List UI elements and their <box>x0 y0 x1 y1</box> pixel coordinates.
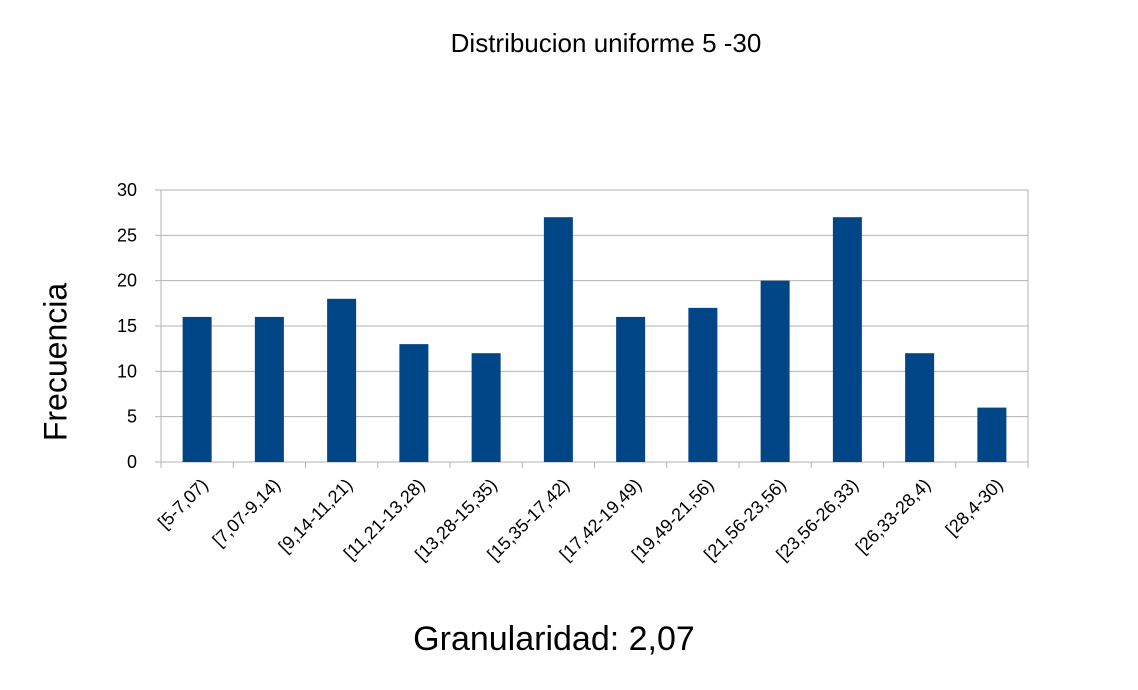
bar <box>327 298 357 462</box>
bar <box>616 316 646 462</box>
x-tick-label: [26,33-28,4) <box>852 475 935 558</box>
bar <box>905 353 935 462</box>
bars <box>182 217 1007 462</box>
x-axis-ticks: [5-7,07)[7,07-9,14)[9,14-11,21)[11,21-13… <box>154 475 1007 565</box>
bar <box>832 217 862 462</box>
gridlines <box>155 189 1029 468</box>
y-axis-label: Frecuencia <box>37 282 74 442</box>
y-tick-label: 0 <box>127 452 137 472</box>
bar <box>471 353 501 462</box>
y-tick-label: 10 <box>117 361 137 381</box>
bar <box>760 280 790 462</box>
y-tick-label: 15 <box>117 316 137 336</box>
bar <box>182 316 212 462</box>
chart-title: Distribucion uniforme 5 -30 <box>450 28 762 58</box>
bar <box>254 316 284 462</box>
x-tick-label: [5-7,07) <box>154 475 212 533</box>
y-tick-label: 25 <box>117 225 137 245</box>
x-tick-label: [28,4-30) <box>942 475 1007 540</box>
bar <box>543 217 573 462</box>
y-tick-label: 30 <box>117 180 137 200</box>
y-axis-ticks: 0 5 10 15 20 25 30 <box>117 180 137 472</box>
bar <box>399 344 429 462</box>
y-tick-label: 5 <box>127 407 137 427</box>
y-tick-label: 20 <box>117 271 137 291</box>
bar <box>977 407 1007 462</box>
x-axis-label: Granularidad: 2,07 <box>413 620 695 658</box>
bar <box>688 307 718 462</box>
x-tick-label: [7,07-9,14) <box>208 475 284 551</box>
